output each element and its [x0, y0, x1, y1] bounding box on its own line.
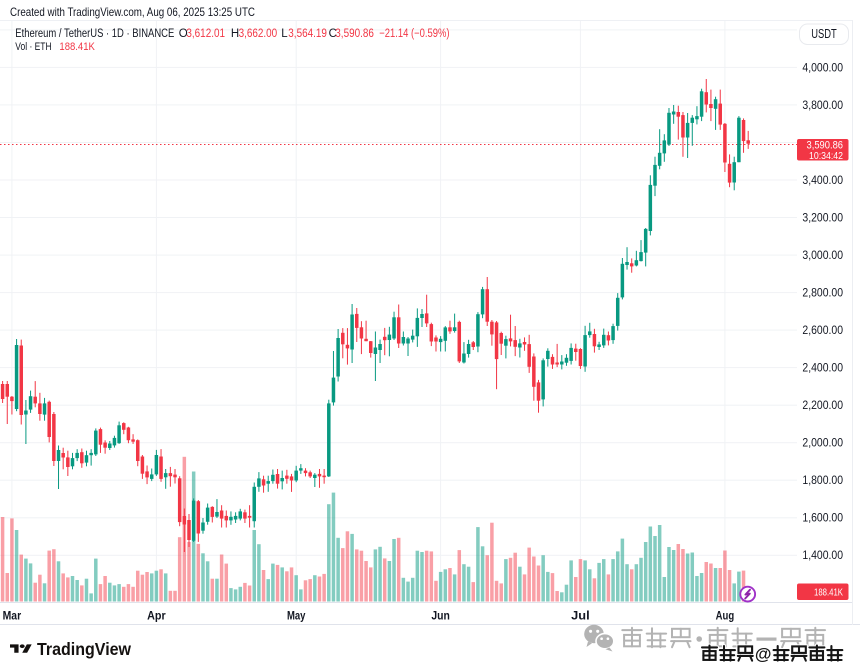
- svg-text:3,800.00: 3,800.00: [802, 100, 843, 112]
- svg-text:May: May: [287, 611, 306, 623]
- svg-text:188.41K: 188.41K: [59, 41, 95, 53]
- svg-text:2,400.00: 2,400.00: [802, 363, 843, 375]
- svg-text:Aug: Aug: [716, 611, 735, 623]
- svg-text:10:34:42: 10:34:42: [809, 151, 843, 162]
- svg-text:1,600.00: 1,600.00: [802, 513, 843, 525]
- svg-text:4,000.00: 4,000.00: [802, 62, 843, 74]
- svg-text:Created with TradingView.com,: Created with TradingView.com, Aug 06, 20…: [10, 5, 255, 19]
- svg-text:TradingView: TradingView: [37, 639, 131, 659]
- svg-text:Mar: Mar: [3, 611, 22, 623]
- svg-text:3,400.00: 3,400.00: [802, 175, 843, 187]
- svg-text:Apr: Apr: [147, 611, 166, 623]
- svg-text:3,000.00: 3,000.00: [802, 250, 843, 262]
- svg-text:O: O: [179, 28, 188, 40]
- svg-text:3,612.01: 3,612.01: [186, 28, 225, 40]
- svg-text:Jul: Jul: [571, 611, 590, 623]
- svg-text:2,600.00: 2,600.00: [802, 325, 843, 337]
- svg-text:3,662.00: 3,662.00: [239, 28, 278, 40]
- svg-text:−21.14 (−0.59%): −21.14 (−0.59%): [379, 28, 449, 40]
- svg-text:1,400.00: 1,400.00: [802, 550, 843, 562]
- svg-text:USDT: USDT: [811, 27, 837, 41]
- svg-text:Vol · ETH: Vol · ETH: [15, 41, 51, 53]
- svg-text:Jun: Jun: [431, 611, 450, 623]
- svg-text:3,564.19: 3,564.19: [288, 28, 327, 40]
- svg-text:L: L: [281, 28, 288, 40]
- svg-text:C: C: [329, 28, 337, 40]
- svg-text:@: @: [755, 645, 772, 664]
- svg-text:2,200.00: 2,200.00: [802, 400, 843, 412]
- svg-text:3,590.86: 3,590.86: [807, 140, 844, 152]
- svg-text:3,200.00: 3,200.00: [802, 213, 843, 225]
- svg-text:H: H: [231, 28, 239, 40]
- svg-text:3,590.86: 3,590.86: [335, 28, 374, 40]
- svg-text:2,000.00: 2,000.00: [802, 438, 843, 450]
- svg-text:2,800.00: 2,800.00: [802, 288, 843, 300]
- svg-text:188.41K: 188.41K: [814, 586, 843, 598]
- svg-text:Ethereum / TetherUS · 1D · BIN: Ethereum / TetherUS · 1D · BINANCE: [15, 28, 174, 40]
- svg-text:1,800.00: 1,800.00: [802, 475, 843, 487]
